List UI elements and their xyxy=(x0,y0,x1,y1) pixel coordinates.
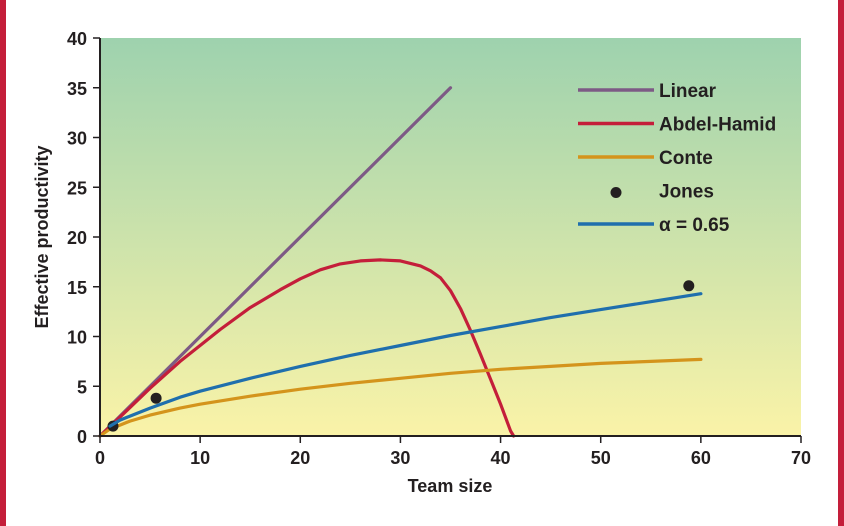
legend-label-linear: Linear xyxy=(659,81,717,102)
series-line-conte xyxy=(98,357,703,438)
left-accent-bar xyxy=(0,0,6,526)
x-tick-label: 70 xyxy=(791,448,811,468)
y-axis-title: Effective productivity xyxy=(32,145,52,328)
jones-point-3 xyxy=(683,280,695,292)
y-tick-label: 25 xyxy=(67,178,87,198)
y-tick-label: 35 xyxy=(67,79,87,99)
x-tick-label: 30 xyxy=(390,448,410,468)
legend-label-0-65: α = 0.65 xyxy=(659,215,730,236)
legend-label-conte: Conte xyxy=(659,148,713,169)
series-line-linear xyxy=(98,86,453,438)
y-tick-label: 30 xyxy=(67,129,87,149)
x-tick-label: 40 xyxy=(491,448,511,468)
series-line-0-65 xyxy=(108,292,703,428)
x-axis-title: Team size xyxy=(408,476,493,496)
y-tick-label: 40 xyxy=(67,29,87,49)
plot-area xyxy=(100,38,801,436)
series-line-abdel-hamid xyxy=(98,258,516,438)
x-tick-label: 50 xyxy=(591,448,611,468)
axes-layer: 0 5 10 15 20 25 30 35 40 0 10 20 30 40 50 60 70 xyxy=(67,29,811,468)
y-tick-label: 15 xyxy=(67,278,87,298)
legend-label-jones: Jones xyxy=(659,182,714,203)
x-tick-label: 60 xyxy=(691,448,711,468)
jones-point-2 xyxy=(150,392,162,404)
y-tick-label: 20 xyxy=(67,228,87,248)
right-accent-bar xyxy=(838,0,844,526)
x-tick-label: 20 xyxy=(290,448,310,468)
legend-swatch-jones xyxy=(610,187,622,198)
y-tick-label: 5 xyxy=(77,377,87,397)
y-tick-label: 0 xyxy=(77,427,87,447)
legend: Linear Abdel-Hamid Conte Jones α = 0.65 xyxy=(578,81,776,236)
x-tick-label: 0 xyxy=(95,448,105,468)
series-layer xyxy=(98,86,703,438)
x-tick-label: 10 xyxy=(190,448,210,468)
y-tick-label: 10 xyxy=(67,328,87,348)
legend-label-abdel-hamid: Abdel-Hamid xyxy=(659,115,776,136)
